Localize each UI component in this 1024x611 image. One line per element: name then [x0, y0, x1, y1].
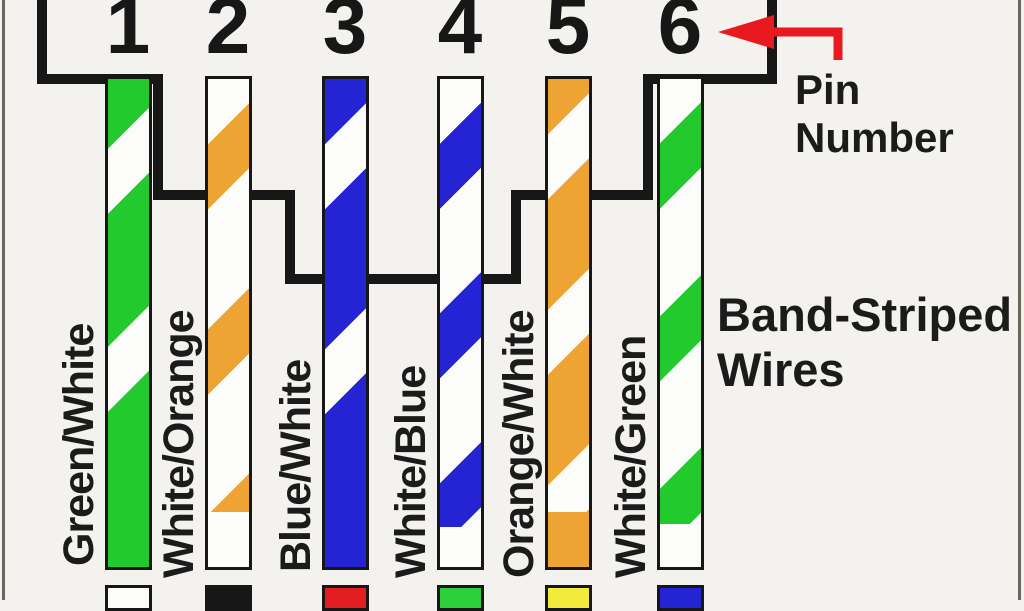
- arrow-head: [718, 15, 774, 49]
- wire-bar-pin1: [105, 76, 152, 570]
- wire-bar-pin3: [322, 76, 369, 570]
- band-striped-callout: Band-Striped Wires: [717, 287, 1012, 397]
- wire-bar-pin6: [657, 76, 704, 570]
- pin-number-callout: Pin Number: [795, 66, 954, 162]
- pin-number-callout-line1: Pin: [795, 66, 861, 113]
- arrow-shaft: [762, 27, 843, 60]
- pin-number-callout-line2: Number: [795, 114, 954, 161]
- wire-bar-pin5: [545, 76, 592, 570]
- pin-number-1: 1: [105, 0, 151, 70]
- wire-bar-pin4: [437, 76, 484, 570]
- band-striped-callout-line2: Wires: [717, 343, 845, 396]
- pin-number-3: 3: [322, 0, 368, 70]
- image-frame-right: [1018, 0, 1021, 600]
- band-striped-callout-line1: Band-Striped: [717, 288, 1013, 341]
- pin-number-4: 4: [437, 0, 483, 70]
- wire-bar-pin2: [205, 76, 252, 570]
- pin-number-5: 5: [545, 0, 591, 70]
- pin-number-6: 6: [657, 0, 703, 70]
- pin-number-2: 2: [205, 0, 251, 70]
- image-frame-left: [2, 0, 5, 600]
